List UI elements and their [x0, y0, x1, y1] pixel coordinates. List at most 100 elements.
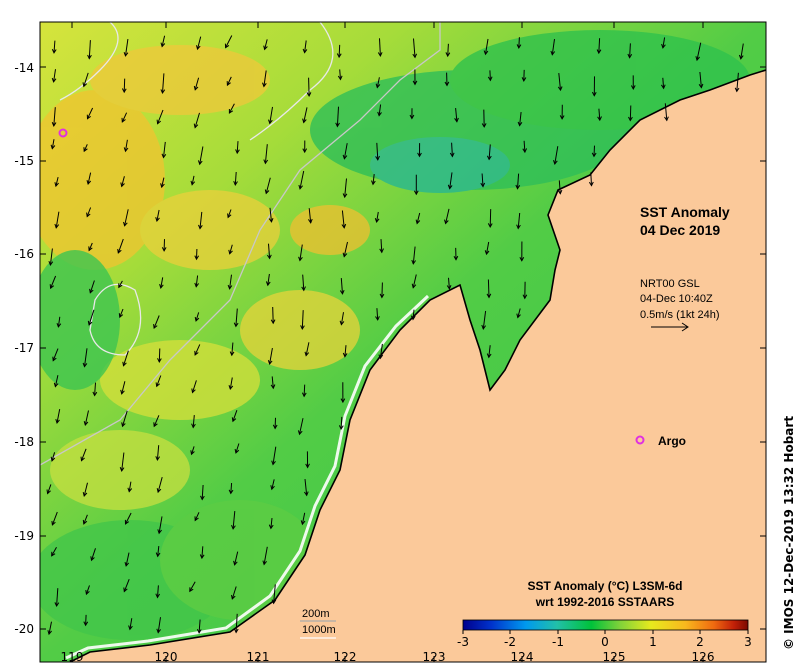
lon-label: 123 — [423, 650, 446, 664]
current-arrow — [445, 208, 450, 224]
current-arrowhead — [297, 430, 303, 436]
current-arrowhead — [335, 122, 340, 128]
current-arrow — [85, 614, 87, 626]
current-arrow — [303, 107, 308, 123]
current-arrowhead — [87, 320, 93, 326]
current-arrowhead — [446, 284, 452, 290]
current-arrow — [455, 108, 458, 122]
current-arrowhead — [374, 218, 380, 224]
current-arrow — [195, 312, 200, 322]
current-arrow — [83, 72, 89, 87]
current-arrow — [117, 238, 124, 254]
current-arrowhead — [630, 85, 636, 91]
current-arrowhead — [559, 115, 565, 120]
current-arrowhead — [228, 249, 233, 255]
current-arrowhead — [300, 520, 306, 526]
current-arrowhead — [410, 315, 416, 321]
lon-label: 121 — [247, 650, 270, 664]
current-arrowhead — [263, 45, 268, 51]
current-arrow — [53, 107, 56, 126]
current-arrow — [231, 342, 234, 356]
current-arrowhead — [160, 89, 166, 95]
sst-cool-patches — [40, 30, 750, 640]
current-arrowhead — [375, 83, 381, 89]
current-arrow — [128, 481, 132, 492]
lon-label: 119 — [61, 650, 84, 664]
current-arrow — [482, 310, 487, 329]
current-arrowhead — [628, 116, 633, 122]
current-arrow — [308, 77, 310, 97]
current-arrow — [228, 103, 235, 114]
current-arrowhead — [487, 76, 493, 82]
current-arrowhead — [271, 460, 276, 466]
current-arrow — [519, 112, 522, 126]
current-arrow — [341, 210, 345, 228]
current-arrowhead — [337, 75, 343, 81]
current-arrowhead — [233, 628, 239, 634]
current-arrowhead — [375, 316, 380, 321]
current-arrowhead — [193, 85, 199, 91]
current-arrow — [88, 309, 95, 326]
current-arrow — [265, 177, 271, 194]
current-arrowhead — [272, 424, 278, 430]
current-arrow — [194, 77, 200, 90]
current-arrowhead — [194, 350, 199, 356]
current-arrow — [302, 274, 305, 291]
current-arrow — [88, 40, 91, 59]
colorbar-label: 2 — [696, 635, 704, 649]
current-arrowhead — [161, 153, 167, 159]
current-arrow — [234, 551, 239, 565]
current-arrow — [191, 446, 195, 455]
current-arrow — [229, 377, 233, 390]
current-arrowhead — [454, 117, 459, 123]
current-arrow — [50, 275, 57, 289]
current-arrowhead — [231, 594, 236, 600]
current-arrowhead — [51, 48, 57, 54]
current-arrowhead — [228, 109, 234, 114]
current-arrow — [590, 172, 592, 186]
current-arrowhead — [229, 351, 235, 357]
current-arrowhead — [522, 148, 528, 154]
current-arrowhead — [301, 286, 306, 292]
current-arrow — [662, 37, 666, 48]
current-arrowhead — [88, 246, 93, 252]
current-arrow — [194, 112, 200, 128]
current-arrowhead — [264, 189, 270, 195]
current-arrowhead — [127, 487, 133, 493]
current-arrow — [192, 415, 195, 428]
current-arrowhead — [233, 560, 238, 566]
current-arrow — [231, 586, 237, 600]
current-arrow — [269, 106, 273, 124]
current-arrow — [518, 37, 520, 49]
current-arrowhead — [597, 116, 602, 122]
current-arrowhead — [375, 155, 380, 161]
current-arrowhead — [194, 516, 199, 522]
current-arrow — [299, 418, 304, 435]
current-arrow — [51, 546, 57, 557]
coast-mask — [65, 294, 430, 660]
current-arrowhead — [56, 323, 62, 328]
current-arrow — [299, 170, 305, 189]
current-arrowhead — [304, 351, 310, 357]
map-frame — [39, 21, 767, 663]
current-arrowhead — [123, 147, 129, 153]
current-arrowhead — [487, 223, 493, 229]
current-arrow — [629, 105, 632, 121]
current-arrow — [158, 516, 163, 534]
current-arrowhead — [591, 152, 597, 158]
current-arrowhead — [266, 254, 272, 260]
current-arrowhead — [227, 284, 233, 290]
current-arrow — [121, 381, 126, 394]
current-arrowhead — [157, 358, 162, 363]
current-arrowhead — [342, 252, 348, 258]
current-arrowhead — [224, 43, 230, 49]
current-arrowhead — [89, 288, 94, 294]
current-arrow — [54, 375, 59, 387]
current-arrowhead — [228, 385, 234, 391]
current-arrow — [379, 38, 381, 56]
depth-label-1000m: 1000m — [302, 624, 336, 636]
current-arrow — [489, 70, 491, 81]
current-arrow — [264, 39, 268, 50]
current-arrowhead — [193, 123, 199, 129]
